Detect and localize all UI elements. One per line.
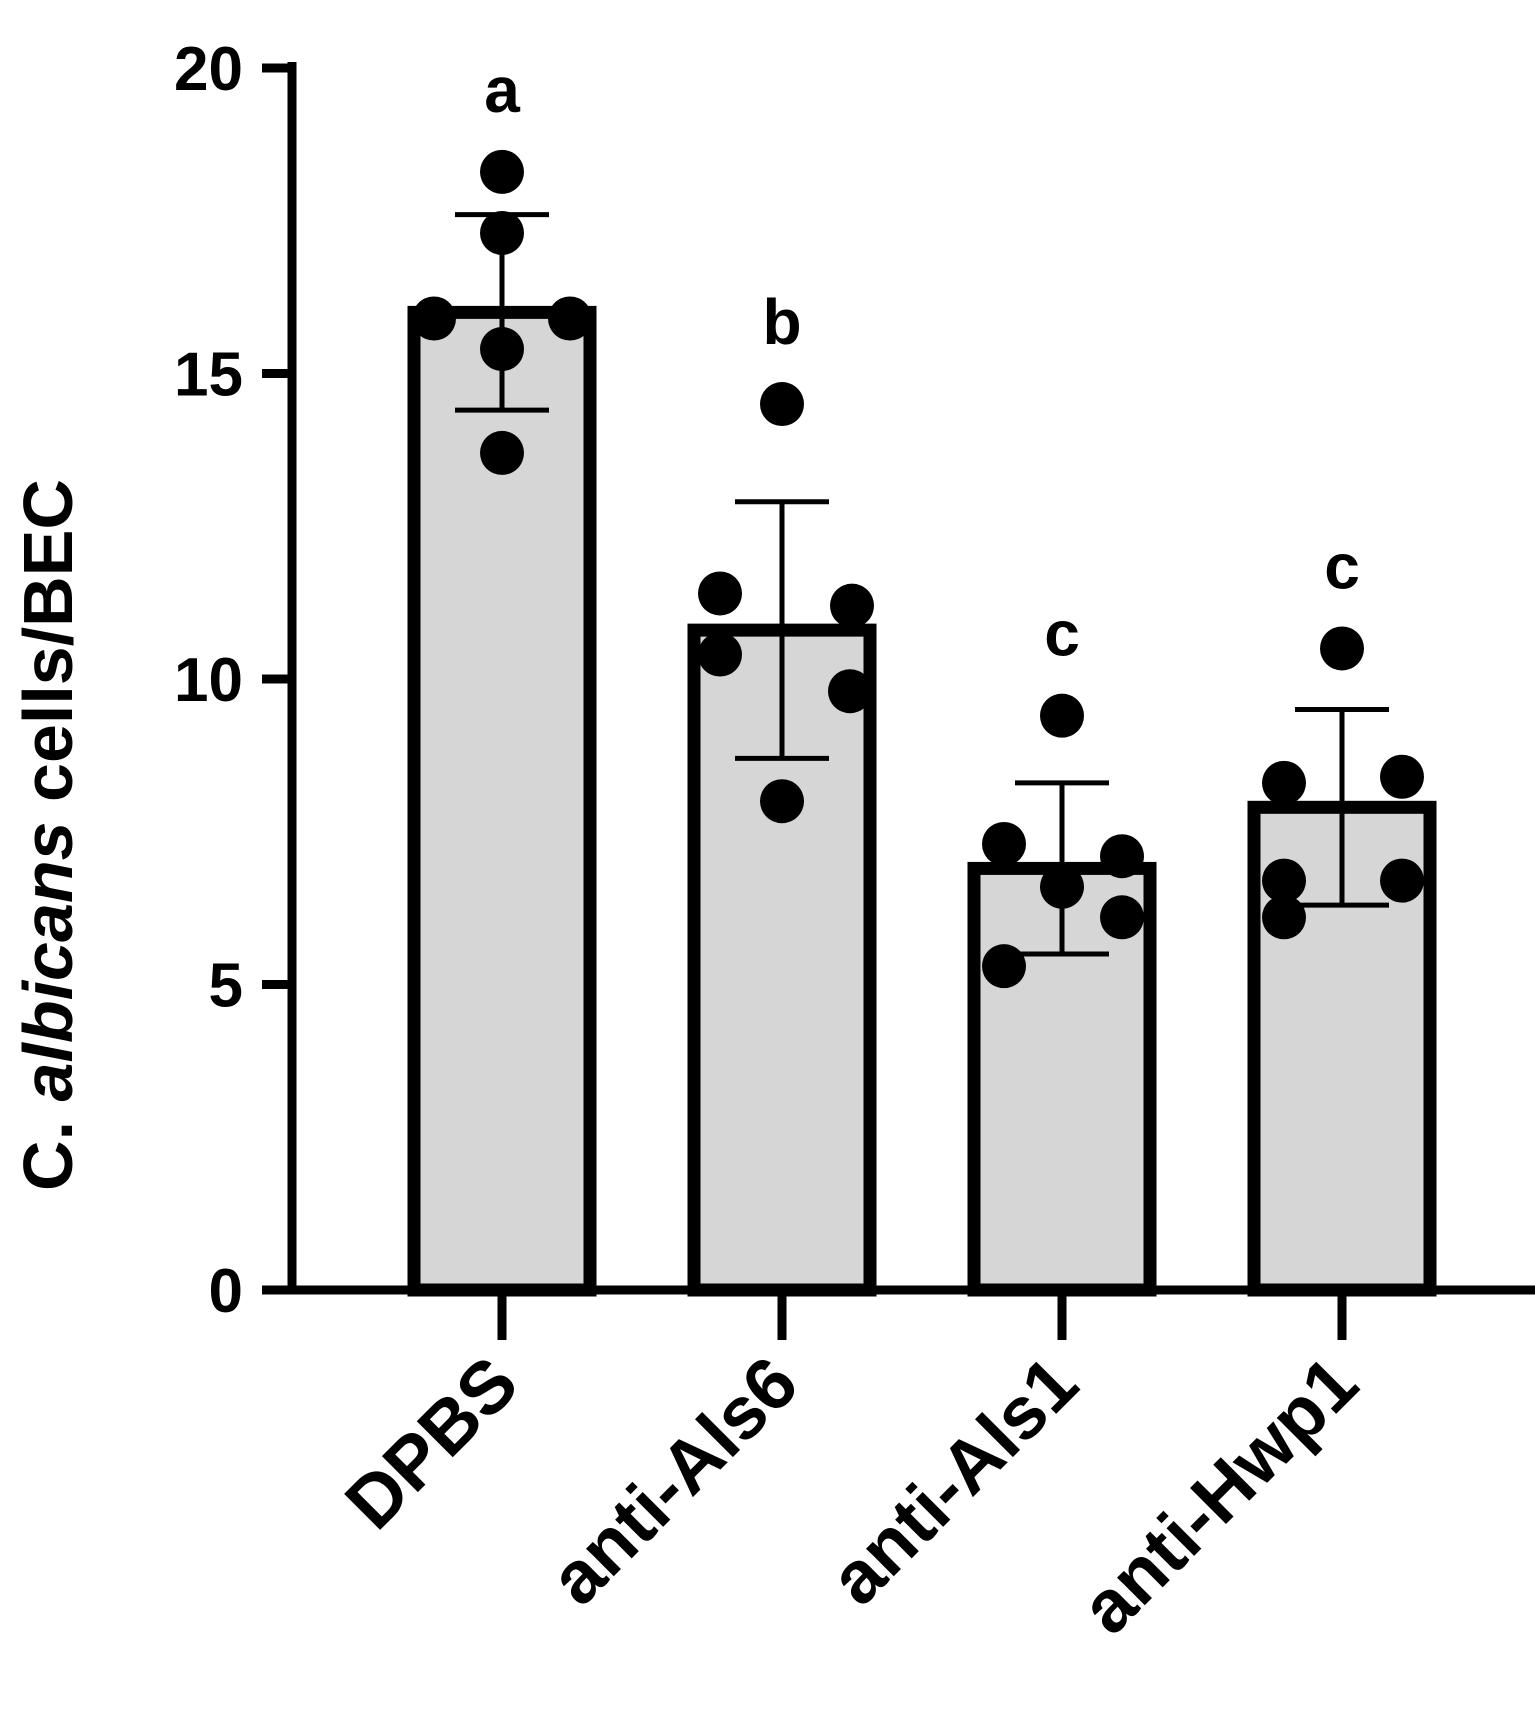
data-point <box>1262 858 1306 903</box>
y-axis-label-part: albicans <box>9 821 87 1101</box>
data-point <box>828 669 872 714</box>
y-axis-label: C. albicans cells/BEC <box>9 479 87 1191</box>
x-tick-label: DPBS <box>329 1341 533 1545</box>
data-point <box>1040 864 1084 909</box>
error-bar <box>1295 707 1389 908</box>
significance-label: b <box>762 286 801 358</box>
significance-label: c <box>1324 530 1360 602</box>
data-point <box>698 632 742 677</box>
data-point <box>1380 858 1424 903</box>
data-point <box>982 944 1026 989</box>
y-tick-label: 0 <box>209 1257 243 1326</box>
y-tick-label: 10 <box>174 646 243 715</box>
error-bar <box>735 499 829 761</box>
data-point <box>698 571 742 616</box>
data-point <box>1040 693 1084 738</box>
data-point <box>1262 760 1306 805</box>
y-tick-label: 5 <box>209 952 243 1021</box>
data-point <box>982 821 1026 866</box>
significance-label: a <box>484 54 520 126</box>
y-axis-label-part: cells/BEC <box>9 479 87 821</box>
x-tick-label: anti-Als1 <box>814 1341 1094 1621</box>
labels: a b c c <box>484 54 1360 670</box>
data-point <box>1100 895 1144 940</box>
y-tick-label: 15 <box>174 341 243 410</box>
x-tick-label: anti-Hwp1 <box>1065 1341 1374 1650</box>
data-point <box>1320 626 1364 671</box>
x-tick-label: anti-Als6 <box>534 1341 814 1621</box>
data-point <box>760 382 804 427</box>
data-point <box>1380 754 1424 799</box>
data-point <box>480 327 524 372</box>
significance-label: c <box>1044 598 1080 670</box>
data-point <box>1262 895 1306 940</box>
y-axis-label-part: C. <box>9 1102 87 1191</box>
data-point <box>548 296 592 341</box>
data-point <box>760 779 804 824</box>
data-point <box>830 583 874 628</box>
data-point <box>480 149 524 194</box>
data-point <box>1100 834 1144 879</box>
y-tick-label: 20 <box>174 35 243 104</box>
data-point <box>480 210 524 255</box>
data-point <box>480 430 524 475</box>
bar <box>407 305 597 1297</box>
data-point <box>412 296 456 341</box>
data-points <box>412 149 1424 989</box>
